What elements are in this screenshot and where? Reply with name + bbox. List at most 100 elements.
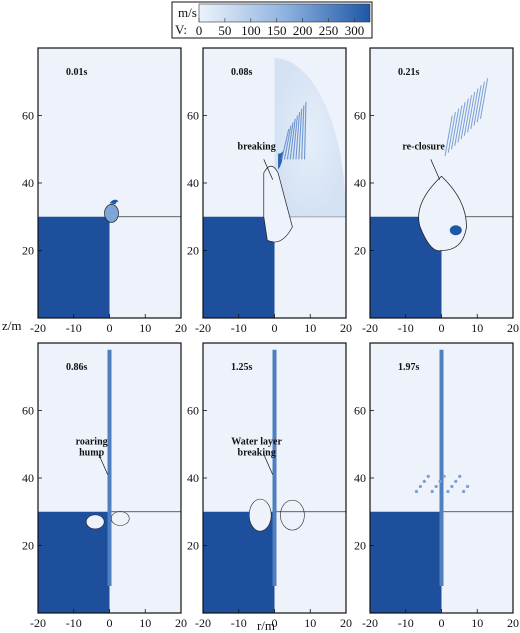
x-tick-label: -10 (66, 616, 82, 630)
y-tick-label: 60 (187, 109, 199, 123)
colorbar-tick-label: 200 (293, 23, 313, 38)
droplet (438, 479, 442, 483)
vertical-jet (107, 349, 112, 586)
water-region (203, 216, 275, 318)
x-tick-label: 10 (139, 616, 151, 630)
spray-streak (447, 112, 456, 153)
water-region (38, 216, 110, 318)
y-tick-label: 40 (187, 471, 199, 485)
panel: 1.25s Water layer breaking -20 -10 0 10 20 20 40 6… (187, 342, 352, 630)
spray-streak (473, 85, 482, 126)
spray-streak (289, 118, 296, 160)
annotation-arrow (430, 159, 441, 180)
droplet (426, 474, 430, 478)
panel-annotation: breaking (238, 141, 276, 152)
droplet (450, 484, 454, 489)
spray-streak (467, 91, 476, 133)
spray-streak (303, 101, 307, 160)
droplet (442, 474, 446, 478)
spray-streak (286, 122, 294, 160)
x-tick-label: 0 (107, 616, 113, 630)
water-region (370, 511, 442, 613)
colorbar-tick-label: 250 (319, 23, 339, 38)
x-tick-label: -10 (398, 321, 414, 335)
panel-annotation: re-closure (402, 141, 445, 152)
x-tick-label: -10 (398, 616, 414, 630)
panel: 0.01s -20 -10 0 10 20 20 40 60 (22, 47, 187, 335)
y-tick-label: 20 (354, 244, 366, 258)
spray-streak (451, 108, 460, 150)
spray-streak (283, 125, 292, 160)
panel-time-label: 0.01s (66, 67, 88, 78)
y-tick-label: 60 (22, 404, 34, 418)
annotation-arrow (263, 454, 274, 475)
droplet (465, 484, 470, 489)
spray-streak (454, 105, 463, 146)
colorbar-tick-label: 150 (267, 23, 287, 38)
colorbar-tick-label: 300 (345, 23, 365, 38)
bubble (85, 514, 105, 530)
x-axis-title: r/m (257, 618, 275, 633)
panel-time-label: 0.21s (398, 67, 420, 78)
x-tick-label: -10 (231, 616, 247, 630)
annotation-arrow (263, 159, 274, 180)
y-tick-label: 20 (354, 539, 366, 553)
panel-time-label: 1.97s (398, 362, 420, 373)
panel: 0.86s roaring hump -20 -10 0 10 20 20 40 60 (22, 342, 187, 630)
jet-tip (109, 199, 119, 205)
droplet (446, 489, 450, 494)
x-tick-label: 0 (272, 616, 278, 630)
y-tick-label: 60 (187, 404, 199, 418)
colorbar-unit: m/s (178, 5, 197, 20)
y-tick-label: 40 (354, 471, 366, 485)
x-tick-label: 10 (471, 616, 483, 630)
colorbar-label: V: (175, 22, 187, 37)
x-tick-label: 0 (439, 616, 445, 630)
x-tick-label: 20 (340, 321, 352, 335)
y-tick-label: 60 (22, 109, 34, 123)
x-tick-label: -20 (30, 321, 46, 335)
droplet (462, 489, 466, 494)
x-tick-label: -20 (195, 616, 211, 630)
x-tick-label: 20 (175, 616, 187, 630)
spray-streak (281, 128, 290, 160)
panel-time-label: 0.08s (231, 67, 253, 78)
spray-streak (444, 115, 453, 157)
y-tick-label: 20 (187, 244, 199, 258)
y-tick-label: 40 (354, 176, 366, 190)
colorbar-tick-label: 0 (196, 23, 203, 38)
droplet (422, 479, 426, 483)
x-tick-label: 0 (107, 321, 113, 335)
spray-streak (476, 81, 485, 123)
colorbar-tick-label: 100 (241, 23, 261, 38)
vertical-jet (439, 349, 444, 586)
x-tick-label: 0 (272, 321, 278, 335)
x-tick-label: 10 (139, 321, 151, 335)
panel-annotation: Water layer breaking (231, 436, 282, 458)
droplet (434, 484, 438, 489)
x-tick-label: -10 (231, 321, 247, 335)
spray-streak (479, 78, 489, 119)
x-tick-label: 10 (304, 616, 316, 630)
spray-streak (460, 98, 469, 140)
droplet (414, 489, 419, 494)
bubble-outline (280, 499, 305, 531)
x-tick-label: 10 (471, 321, 483, 335)
bubble (248, 498, 272, 532)
x-tick-label: 0 (439, 321, 445, 335)
y-tick-label: 20 (187, 539, 199, 553)
droplet (430, 489, 434, 494)
droplet (454, 479, 458, 483)
x-tick-label: 20 (340, 616, 352, 630)
x-tick-label: 20 (507, 616, 519, 630)
spray-streak (301, 105, 305, 160)
spray-streak (295, 112, 301, 160)
y-axis-title: z/m (2, 318, 22, 333)
y-tick-label: 40 (187, 176, 199, 190)
spray-streak (463, 95, 473, 136)
y-tick-label: 40 (22, 176, 34, 190)
spray-streak (470, 88, 479, 130)
panel-annotation: roaring hump (76, 436, 108, 458)
droplet (418, 484, 423, 489)
